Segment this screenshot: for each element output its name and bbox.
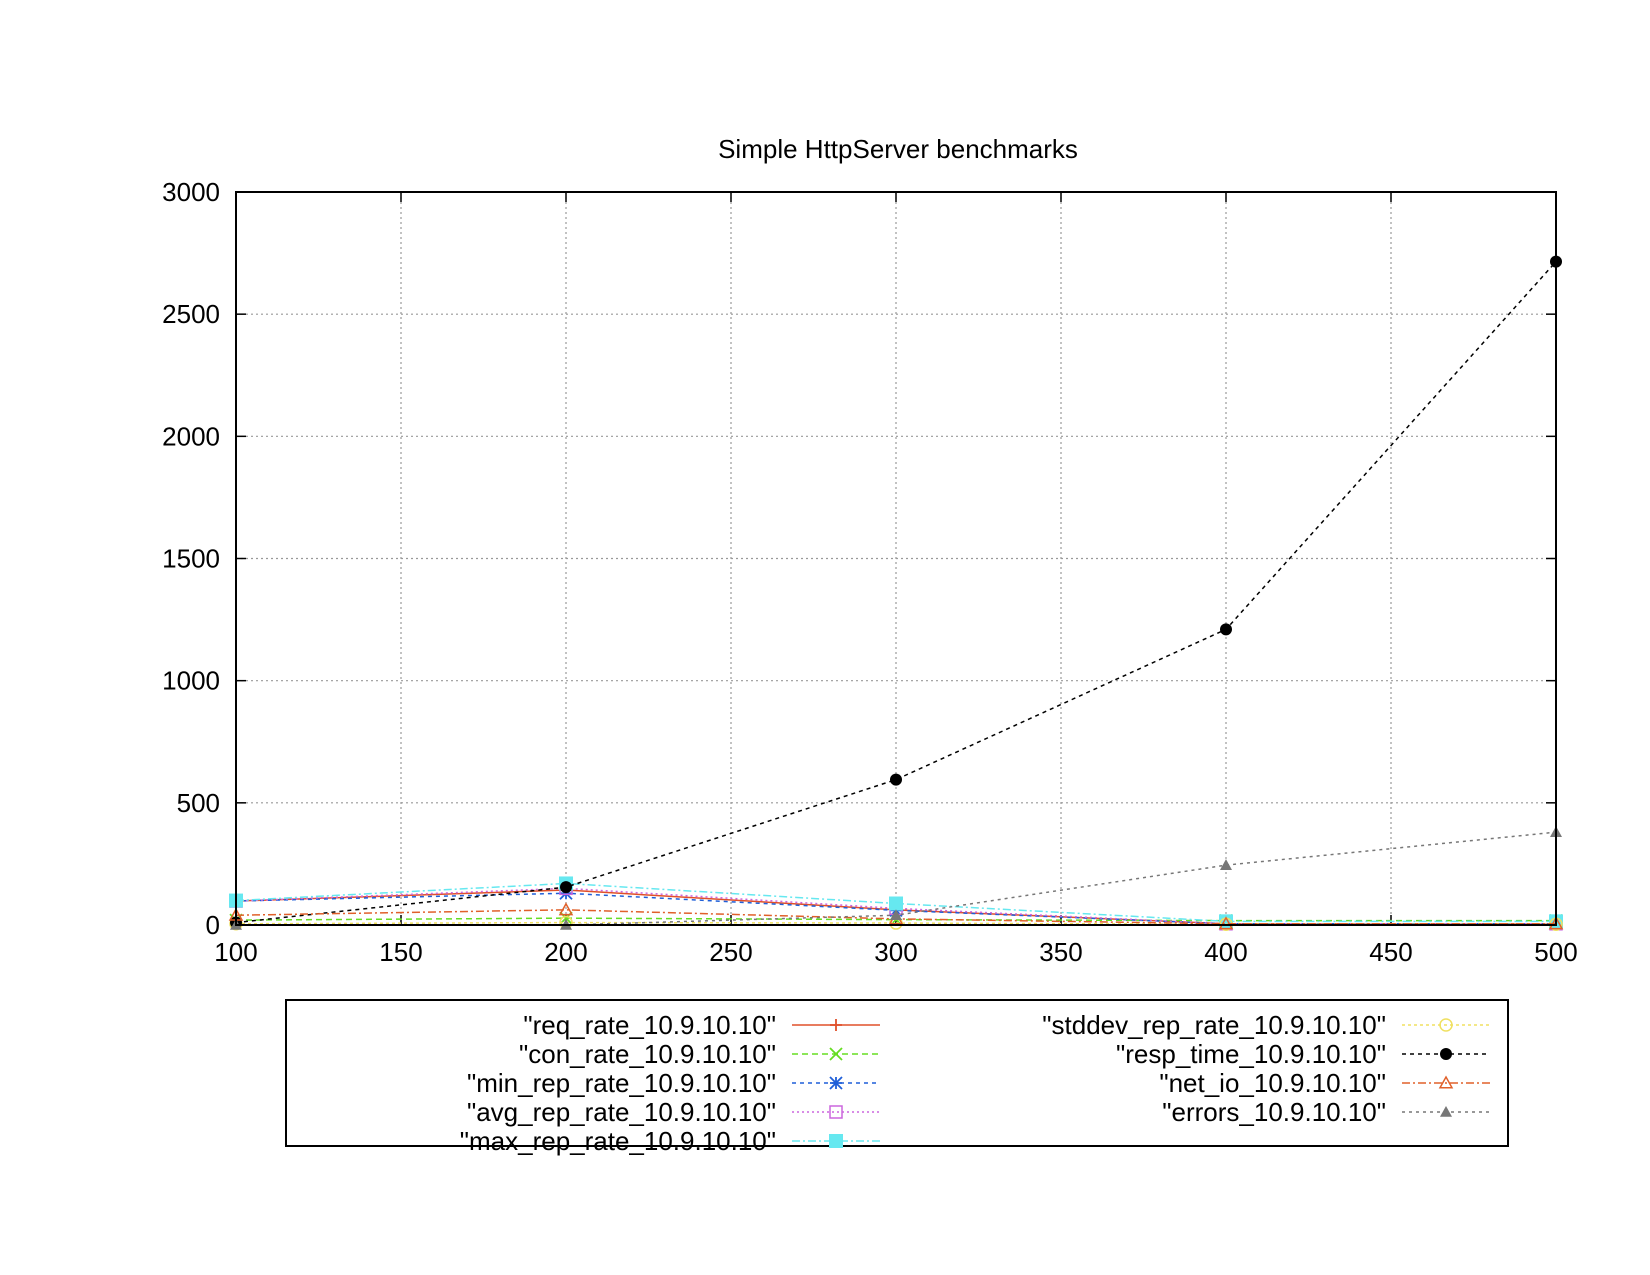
data-point	[1440, 1048, 1452, 1060]
legend-item: "req_rate_10.9.10.10"	[523, 1010, 880, 1040]
y-tick-label: 2500	[162, 299, 220, 329]
legend-box	[285, 999, 1509, 1147]
data-point	[1440, 1106, 1452, 1117]
data-point	[1220, 859, 1232, 870]
legend-item: "con_rate_10.9.10.10"	[519, 1039, 880, 1069]
data-point	[560, 881, 572, 894]
legend-label: "avg_rep_rate_10.9.10.10"	[467, 1097, 776, 1127]
data-point	[829, 1134, 843, 1148]
legend-label: "errors_10.9.10.10"	[1162, 1097, 1386, 1127]
chart-title: Simple HttpServer benchmarks	[718, 134, 1078, 164]
x-tick-label: 350	[1039, 937, 1082, 967]
y-tick-label: 1000	[162, 666, 220, 696]
data-point	[1548, 916, 1564, 930]
data-point	[1218, 916, 1234, 930]
data-point	[829, 1105, 843, 1119]
legend-label: "net_io_10.9.10.10"	[1159, 1068, 1386, 1098]
data-point	[830, 1019, 842, 1031]
legend-item: "stddev_rep_rate_10.9.10.10"	[1042, 1010, 1490, 1040]
data-point	[1439, 1018, 1453, 1032]
legend-item: "min_rep_rate_10.9.10.10"	[467, 1068, 880, 1098]
x-tick-label: 500	[1534, 937, 1577, 967]
y-tick-label: 0	[206, 910, 220, 940]
legend-item: "net_io_10.9.10.10"	[1159, 1068, 1490, 1098]
legend-label: "con_rate_10.9.10.10"	[519, 1039, 776, 1069]
x-tick-label: 400	[1204, 937, 1247, 967]
data-point	[890, 909, 902, 921]
x-tick-label: 200	[544, 937, 587, 967]
y-tick-label: 3000	[162, 177, 220, 207]
data-point	[558, 902, 574, 916]
legend-label: "resp_time_10.9.10.10"	[1116, 1039, 1386, 1069]
data-point	[1438, 1075, 1454, 1089]
legend-label: "min_rep_rate_10.9.10.10"	[467, 1068, 776, 1098]
x-tick-label: 150	[379, 937, 422, 967]
legend-item: "errors_10.9.10.10"	[1162, 1097, 1490, 1127]
axis-ticks: 100 150 200 250 300 350 400 450 500 0 500 1000 1500 2…	[162, 177, 1578, 967]
x-tick-label: 300	[874, 937, 917, 967]
y-tick-label: 2000	[162, 421, 220, 451]
legend-label: "req_rate_10.9.10.10"	[523, 1010, 776, 1040]
legend: "req_rate_10.9.10.10""con_rate_10.9.10.1…	[285, 999, 1509, 1156]
y-tick-label: 500	[177, 788, 220, 818]
legend-item: "max_rep_rate_10.9.10.10"	[460, 1126, 880, 1156]
x-tick-label: 250	[709, 937, 752, 967]
plot-frame	[235, 191, 1557, 926]
x-tick-label: 450	[1369, 937, 1412, 967]
legend-label: "max_rep_rate_10.9.10.10"	[460, 1126, 776, 1156]
data-point	[889, 896, 903, 911]
data-point	[829, 1047, 843, 1061]
data-point	[1220, 623, 1232, 636]
data-point	[890, 773, 902, 786]
data-point	[829, 1076, 843, 1090]
data-point	[559, 886, 573, 900]
legend-item: "avg_rep_rate_10.9.10.10"	[467, 1097, 880, 1127]
legend-item: "resp_time_10.9.10.10"	[1116, 1039, 1490, 1069]
y-tick-label: 1500	[162, 544, 220, 574]
legend-label: "stddev_rep_rate_10.9.10.10"	[1042, 1010, 1386, 1040]
grid-lines	[236, 192, 1556, 925]
x-tick-label: 100	[214, 937, 257, 967]
